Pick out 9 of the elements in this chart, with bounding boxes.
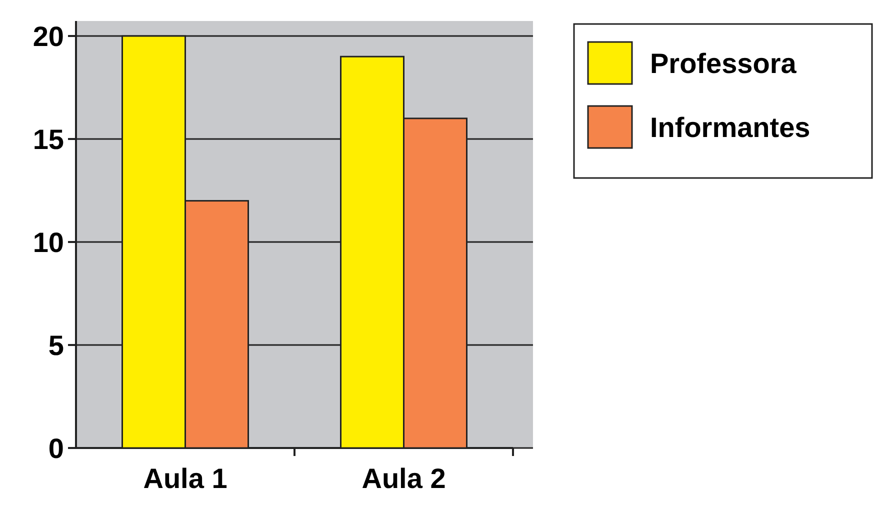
x-tick-label: Aula 1 [143, 463, 228, 494]
x-tick-label: Aula 2 [362, 463, 446, 494]
legend-label: Professora [650, 48, 797, 79]
y-tick-label: 10 [32, 226, 64, 258]
y-tick-label: 5 [48, 330, 64, 361]
legend-label: Informantes [650, 112, 810, 143]
y-tick-label: 15 [32, 124, 64, 155]
y-tick-label: 20 [32, 20, 64, 52]
y-tick-label: 0 [48, 432, 64, 464]
